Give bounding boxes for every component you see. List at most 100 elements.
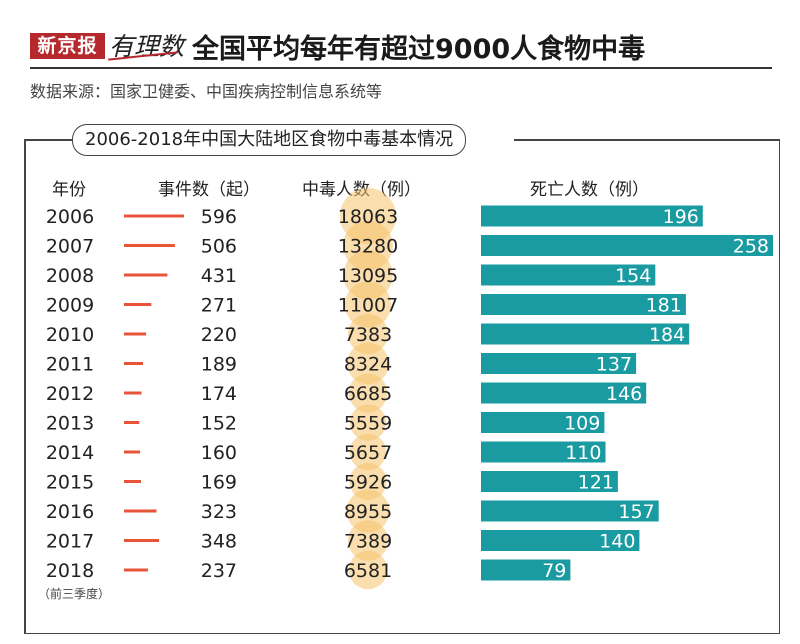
data-source: 数据来源：国家卫健委、中国疾病控制信息系统等 [30, 82, 383, 101]
panel-border-top-right [514, 139, 780, 141]
poisoned-bubble [347, 520, 389, 561]
events-value: 169 [201, 472, 237, 494]
poisoned-bubble [349, 404, 387, 441]
deaths-value: 140 [599, 531, 635, 553]
year-label: 2013 [46, 413, 94, 435]
deaths-value: 154 [615, 265, 651, 287]
page-title: 全国平均每年有超过9000人食物中毒 [192, 34, 646, 65]
deaths-value: 79 [542, 560, 566, 582]
col-header-events: 事件数（起） [158, 180, 260, 200]
deaths-value: 157 [618, 501, 654, 523]
deaths-bar [481, 530, 640, 551]
deaths-bar [481, 500, 659, 522]
events-bar [124, 332, 147, 336]
poisoned-value: 13095 [338, 265, 398, 287]
events-bar [124, 214, 184, 218]
events-value: 348 [201, 531, 237, 553]
poisoned-bubble [349, 462, 387, 501]
deaths-value: 109 [564, 413, 600, 435]
poisoned-value: 8324 [344, 354, 392, 376]
deaths-value: 184 [649, 324, 685, 346]
events-bar [124, 539, 159, 542]
year-footnote: （前三季度） [38, 587, 111, 601]
events-bar [124, 421, 140, 424]
poisoned-bubble [349, 433, 387, 471]
deaths-bar [481, 441, 606, 463]
poisoned-value: 5926 [344, 472, 392, 494]
deaths-bar [481, 264, 656, 286]
deaths-value: 121 [578, 472, 614, 494]
events-value: 152 [201, 413, 237, 435]
events-value: 596 [201, 206, 237, 228]
chart-title: 2006-2018年中国大陆地区食物中毒基本情况 [72, 124, 467, 156]
events-value: 323 [201, 501, 237, 523]
poisoned-bubble [348, 373, 388, 413]
poisoned-bubble [344, 281, 392, 328]
events-bar [124, 509, 157, 513]
poisoned-value: 6581 [344, 560, 392, 582]
events-bar [124, 450, 141, 454]
panel-border-top-left [24, 139, 74, 141]
events-value: 220 [201, 324, 237, 346]
events-bar [124, 480, 141, 483]
year-label: 2009 [46, 295, 94, 317]
deaths-value: 137 [596, 354, 632, 376]
year-label: 2017 [46, 531, 94, 553]
deaths-value: 258 [733, 236, 769, 258]
poisoned-value: 5657 [344, 442, 392, 464]
year-label: 2014 [46, 442, 94, 464]
deaths-bar [481, 559, 571, 581]
poisoned-bubble [347, 342, 389, 385]
deaths-value: 110 [565, 442, 601, 464]
deaths-bar [481, 471, 618, 492]
events-bar [124, 568, 148, 572]
year-label: 2016 [46, 501, 94, 523]
events-value: 189 [201, 354, 237, 376]
poisoned-value: 7389 [344, 531, 392, 553]
events-bar [124, 273, 168, 277]
deaths-bar [481, 294, 686, 315]
deaths-bar [481, 382, 647, 404]
poisoned-value: 18063 [338, 206, 398, 228]
events-value: 506 [201, 236, 237, 258]
events-value: 271 [201, 295, 237, 317]
deaths-bar [481, 323, 690, 345]
deaths-bar [481, 205, 703, 227]
col-header-year: 年份 [52, 180, 86, 200]
year-label: 2012 [46, 383, 94, 405]
deaths-value: 196 [663, 206, 699, 228]
events-bar [124, 244, 175, 247]
poisoned-bubble [346, 489, 390, 533]
year-label: 2010 [46, 324, 94, 346]
poisoned-bubble [348, 550, 388, 590]
chart-panel [24, 139, 780, 634]
poisoned-value: 8955 [344, 501, 392, 523]
deaths-bar [481, 353, 637, 374]
poisoned-value: 7383 [344, 324, 392, 346]
events-bar [124, 303, 152, 306]
poisoned-value: 11007 [338, 295, 398, 317]
year-label: 2011 [46, 354, 94, 376]
events-bar [124, 391, 142, 395]
title-divider [30, 67, 772, 69]
year-label: 2008 [46, 265, 94, 287]
panel-border-left [24, 139, 26, 634]
brand-logo: 新京报 [30, 33, 105, 59]
year-label: 2018 [46, 560, 94, 582]
events-value: 160 [201, 442, 237, 464]
deaths-value: 146 [606, 383, 642, 405]
year-label: 2015 [46, 472, 94, 494]
deaths-bar [481, 412, 605, 433]
col-header-deaths: 死亡人数（例） [530, 180, 649, 200]
year-label: 2007 [46, 236, 94, 258]
deaths-bar [481, 235, 773, 256]
events-value: 237 [201, 560, 237, 582]
deaths-value: 181 [646, 295, 682, 317]
events-bar [124, 362, 143, 365]
year-label: 2006 [46, 206, 94, 228]
poisoned-value: 6685 [344, 383, 392, 405]
poisoned-value: 5559 [344, 413, 392, 435]
poisoned-value: 13280 [338, 236, 398, 258]
events-value: 174 [201, 383, 237, 405]
